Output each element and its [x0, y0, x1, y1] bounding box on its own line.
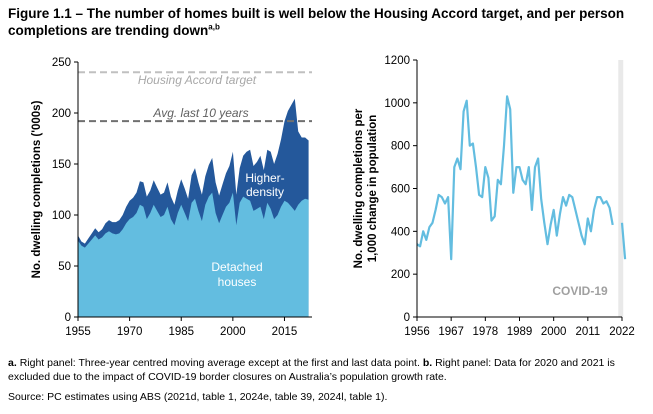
- x-tick-label: 1978: [473, 326, 499, 338]
- y-tick-label: 0: [65, 312, 71, 324]
- completions-line-segment-1: [416, 95, 614, 261]
- x-tick-label: 1970: [117, 326, 143, 338]
- y-tick-label: 200: [52, 108, 71, 120]
- completions-line-segment-2: [620, 222, 627, 260]
- y-tick-label: 200: [391, 269, 410, 281]
- right-chart: COVID-19 0 200 400 600 800 1000 1200 1956 1967 197…: [353, 55, 635, 338]
- y-tick-label: 600: [391, 184, 410, 196]
- right-y-axis-title: No. dwelling completions per 1,000 change…: [353, 108, 379, 268]
- figure-title-superscript: a,b: [208, 22, 220, 32]
- accord-target-label: Housing Accord target: [138, 73, 257, 87]
- note-b-text: Right panel: Data for 2020 and 2021 is e…: [8, 357, 615, 383]
- higher-density-label-line1: Higher-: [245, 171, 284, 185]
- left-chart: Housing Accord target Avg. last 10 years H…: [31, 57, 312, 338]
- x-tick-label: 1956: [404, 326, 430, 338]
- y-tick-label: 800: [391, 141, 410, 153]
- covid-shaded-band: [618, 60, 624, 317]
- note-b-label: b.: [422, 357, 433, 369]
- x-tick-label: 2000: [541, 326, 567, 338]
- detached-label-line2: houses: [218, 275, 257, 289]
- y-tick-label: 100: [52, 210, 71, 222]
- note-a-label: a.: [8, 357, 17, 369]
- covid-label: COVID-19: [552, 284, 608, 298]
- right-y-axis-title-line1: No. dwelling completions per: [353, 108, 365, 268]
- y-tick-label: 50: [58, 261, 71, 273]
- left-y-axis-title: No. dwelling completions ('000s): [31, 100, 43, 278]
- right-y-axis-title-line2: 1,000 change in population: [367, 115, 379, 263]
- y-tick-label: 0: [404, 312, 410, 324]
- y-tick-label: 1200: [384, 55, 410, 67]
- x-tick-label: 2011: [575, 326, 600, 338]
- footnote-ab: a. Right panel: Three-year centred movin…: [8, 356, 648, 384]
- x-tick-label: 1967: [438, 326, 464, 338]
- detached-label-line1: Detached: [211, 260, 262, 274]
- x-tick-label: 2015: [272, 326, 298, 338]
- y-tick-label: 250: [52, 57, 71, 69]
- avg-ten-year-label: Avg. last 10 years: [152, 106, 248, 120]
- note-a-text: Right panel: Three-year centred moving a…: [19, 357, 420, 369]
- x-tick-label: 1989: [507, 326, 533, 338]
- x-tick-label: 1985: [168, 326, 194, 338]
- x-tick-label: 1955: [65, 326, 91, 338]
- source-note: Source: PC estimates using ABS (2021d, t…: [8, 391, 388, 403]
- x-tick-label: 2022: [609, 326, 635, 338]
- detached-houses-area: [78, 192, 309, 317]
- y-tick-label: 1000: [384, 98, 410, 110]
- y-tick-label: 150: [52, 159, 71, 171]
- x-tick-label: 2000: [220, 326, 246, 338]
- higher-density-label-line2: density: [246, 185, 284, 199]
- figure-title-text: Figure 1.1 – The number of homes built i…: [8, 6, 625, 38]
- y-tick-label: 400: [391, 226, 410, 238]
- figure-title: Figure 1.1 – The number of homes built i…: [8, 5, 648, 39]
